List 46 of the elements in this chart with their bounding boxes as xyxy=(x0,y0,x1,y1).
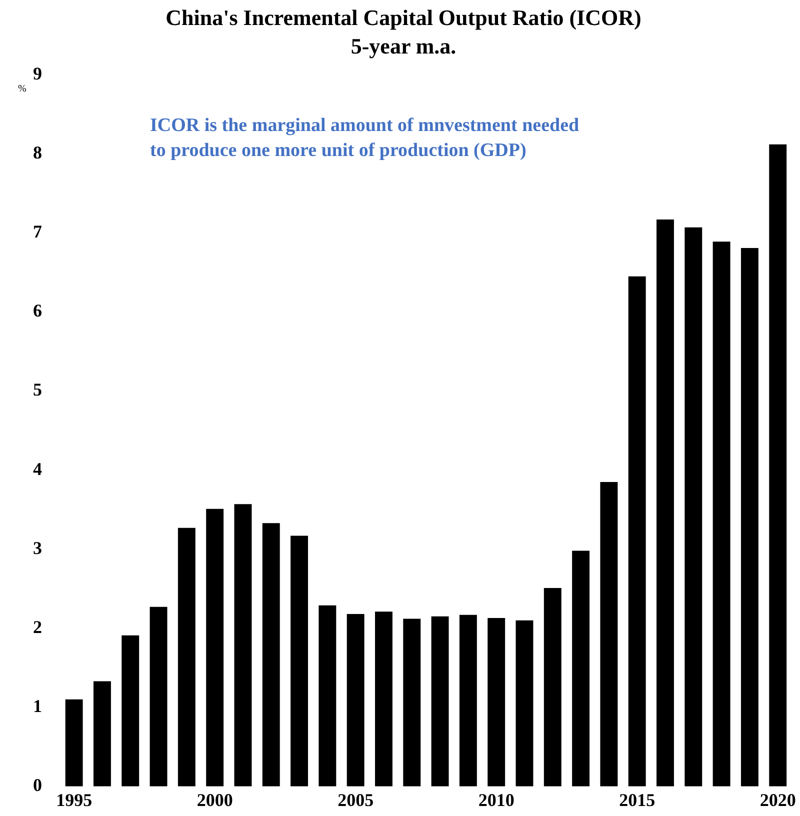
bar xyxy=(516,620,534,786)
bar xyxy=(262,523,280,786)
x-tick-label: 2000 xyxy=(196,790,233,810)
bar xyxy=(740,248,758,786)
bar xyxy=(712,242,730,786)
bar xyxy=(488,618,506,786)
bar xyxy=(431,616,449,786)
y-tick-label: 6 xyxy=(33,300,42,321)
bar xyxy=(346,614,364,786)
bar xyxy=(150,606,168,786)
bar xyxy=(178,528,196,786)
x-tick-label: 2020 xyxy=(760,790,796,810)
bar xyxy=(318,605,336,786)
annotation: ICOR is the marginal amount of mnvestment needed to produce one more unit of production (GDP) xyxy=(150,115,580,162)
y-tick-label: 5 xyxy=(33,380,42,400)
bar xyxy=(684,227,702,786)
y-tick-label: 0 xyxy=(33,775,42,796)
bar xyxy=(600,482,618,786)
x-tick-label: 2010 xyxy=(478,790,514,810)
bar xyxy=(403,618,421,786)
y-axis-title: % xyxy=(18,83,26,94)
bar xyxy=(628,276,646,786)
bar xyxy=(290,536,308,786)
bar xyxy=(572,550,590,786)
bar xyxy=(375,612,392,786)
bar xyxy=(94,681,111,786)
x-tick-label: 2015 xyxy=(619,790,656,810)
y-tick-label: 2 xyxy=(33,616,42,637)
bar xyxy=(769,144,787,786)
chart-subtitle: 5-year m.a. xyxy=(350,33,456,58)
y-tick-label: 7 xyxy=(33,222,42,242)
y-tick-label: 4 xyxy=(33,458,42,479)
y-tick-label: 1 xyxy=(33,696,42,716)
x-tick-label: 2005 xyxy=(338,790,374,810)
y-tick-label: 8 xyxy=(33,142,42,163)
bar xyxy=(234,504,252,786)
bar xyxy=(459,614,477,786)
y-tick-label: 3 xyxy=(33,538,42,558)
y-tick-label: 9 xyxy=(33,63,42,84)
chart-title: China's Incremental Capital Output Ratio (ICOR) xyxy=(166,4,642,30)
x-tick-label: 1995 xyxy=(56,790,92,810)
bar xyxy=(656,219,674,786)
bar xyxy=(65,699,83,786)
bar xyxy=(544,588,562,786)
bar xyxy=(122,635,140,786)
bar xyxy=(206,508,224,786)
